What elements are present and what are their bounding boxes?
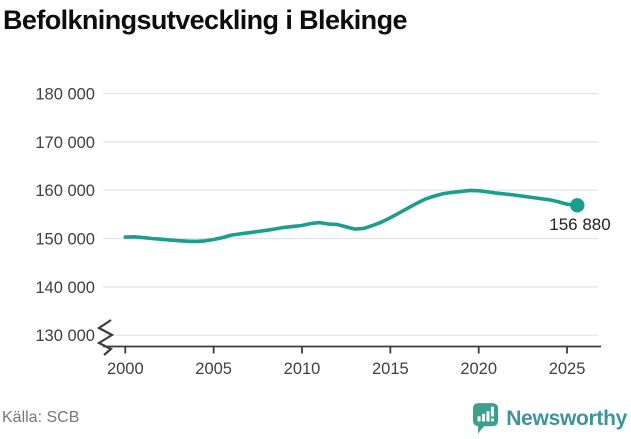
x-tick-label: 2005 [195, 360, 232, 378]
population-line [123, 188, 580, 244]
brand-wordmark: Newsworthy [506, 407, 627, 430]
x-tick-label: 2010 [284, 360, 321, 378]
source-label: Källa: SCB [2, 409, 80, 426]
axis-break-icon [96, 319, 115, 356]
newsworthy-branding: Newsworthy [472, 402, 627, 435]
y-tick-label: 170 000 [35, 134, 95, 152]
y-tick-label: 130 000 [35, 327, 95, 345]
last-value-label: 156 880 [549, 215, 610, 234]
newsworthy-logo-icon [473, 403, 499, 434]
x-tick-label: 2025 [549, 360, 586, 378]
x-tick-label: 2015 [372, 360, 409, 378]
x-tick-label: 2020 [460, 360, 497, 378]
y-tick-label: 180 000 [35, 86, 95, 104]
y-tick-label: 140 000 [35, 279, 95, 297]
chart-title: Befolkningsutveckling i Blekinge [3, 5, 407, 35]
y-tick-label: 150 000 [35, 231, 95, 249]
x-tick-label: 2000 [107, 360, 144, 378]
last-point-marker [570, 198, 585, 213]
y-tick-label: 160 000 [35, 182, 95, 200]
